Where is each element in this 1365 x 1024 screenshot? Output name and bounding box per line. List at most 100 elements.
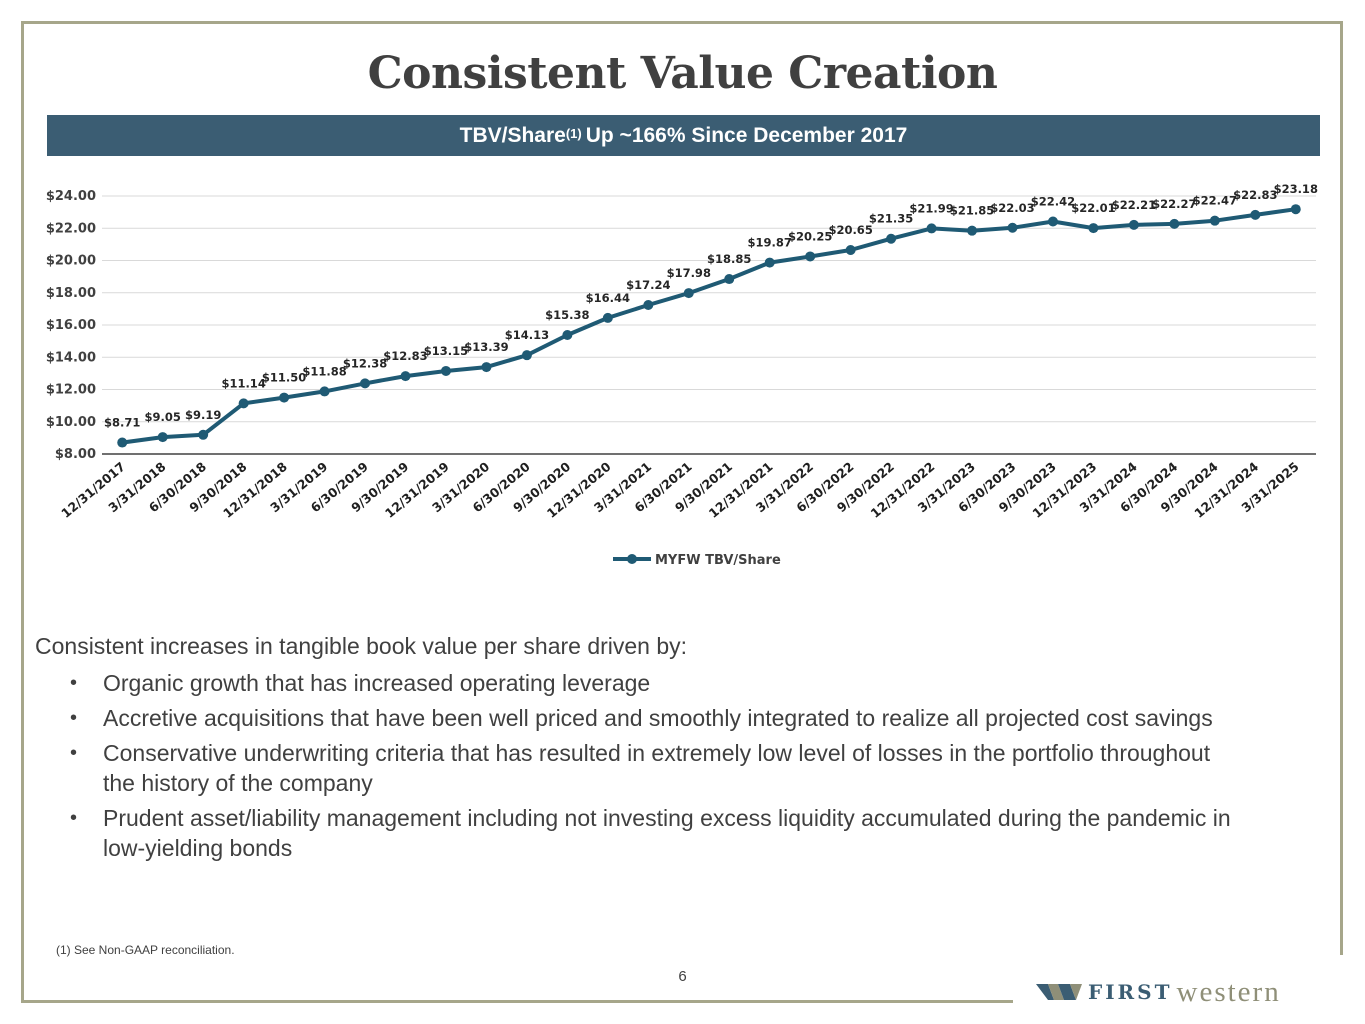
- y-tick-label: $24.00: [46, 189, 96, 204]
- data-point: [1169, 218, 1180, 229]
- legend-marker: [627, 554, 637, 564]
- frame-right: [1340, 21, 1343, 955]
- page-title: Consistent Value Creation: [367, 48, 998, 99]
- data-point: [562, 329, 573, 340]
- data-label: $22.27: [1152, 197, 1196, 211]
- data-point: [886, 233, 897, 244]
- data-label: $12.38: [343, 356, 387, 370]
- page-number: 6: [678, 968, 687, 985]
- data-label: $17.24: [626, 278, 670, 292]
- data-label: $22.01: [1071, 201, 1115, 215]
- data-label: $22.21: [1112, 198, 1156, 212]
- bullet-item: • Organic growth that has increased opera…: [67, 668, 1237, 698]
- series-line: [120, 207, 1298, 445]
- bullet-dot: •: [70, 707, 78, 729]
- banner-rest: Up ~166% Since December 2017: [585, 123, 908, 147]
- data-point: [683, 288, 694, 299]
- data-point: [724, 274, 735, 285]
- data-point: [1047, 216, 1058, 227]
- data-label: $21.99: [909, 201, 953, 215]
- data-point: [238, 398, 249, 409]
- logo-western-text: western: [1176, 975, 1281, 1008]
- y-tick-label: $18.00: [46, 286, 96, 301]
- data-point: [602, 312, 613, 323]
- data-label: $11.88: [302, 364, 346, 378]
- data-label: $12.83: [383, 349, 427, 363]
- data-label: $13.39: [464, 340, 508, 354]
- y-tick-label: $22.00: [46, 221, 96, 236]
- data-point: [117, 437, 128, 448]
- y-tick-label: $14.00: [46, 350, 96, 365]
- y-tick-label: $10.00: [46, 415, 96, 430]
- data-label: $16.44: [586, 291, 630, 305]
- data-label: $21.85: [950, 204, 994, 218]
- banner-text: TBV/Share: [459, 123, 566, 147]
- frame-left: [21, 21, 24, 1003]
- data-label: $22.03: [990, 201, 1034, 215]
- frame-top: [21, 21, 1343, 24]
- data-label: $20.65: [828, 223, 872, 237]
- frame-bottom: [21, 1000, 1013, 1003]
- bullet-text: Prudent asset/liability management inclu…: [103, 805, 1231, 861]
- data-point: [1088, 223, 1099, 234]
- data-label: $20.25: [788, 229, 832, 243]
- data-label: $18.85: [707, 252, 751, 266]
- data-point: [926, 223, 937, 234]
- data-point: [764, 257, 775, 268]
- data-label: $19.87: [748, 236, 792, 250]
- logo-w-icon: [1036, 984, 1082, 1000]
- data-point: [805, 251, 816, 262]
- logo-first-text: FIRST: [1088, 980, 1173, 1004]
- bullet-dot: •: [70, 742, 78, 764]
- data-label: $23.18: [1274, 182, 1318, 196]
- data-point: [1128, 219, 1139, 230]
- data-label: $11.50: [262, 371, 306, 385]
- data-point: [1007, 222, 1018, 233]
- bullet-text: Conservative underwriting criteria that …: [103, 740, 1211, 796]
- bullet-item: • Conservative underwriting criteria that…: [67, 738, 1237, 798]
- data-label: $17.98: [667, 266, 711, 280]
- data-point: [967, 225, 978, 236]
- bullet-list: • Organic growth that has increased opera…: [67, 668, 1237, 868]
- y-tick-label: $12.00: [46, 383, 96, 398]
- bullet-text: Accretive acquisitions that have been we…: [103, 705, 1213, 731]
- bullet-dot: •: [70, 672, 78, 694]
- legend-label: MYFW TBV/Share: [655, 553, 781, 568]
- data-point: [481, 362, 492, 373]
- bullet-text: Organic growth that has increased operat…: [103, 670, 651, 696]
- data-label: $11.14: [221, 376, 265, 390]
- data-point: [1209, 215, 1220, 226]
- intro-text: Consistent increases in tangible book va…: [35, 633, 688, 659]
- data-point: [643, 300, 654, 311]
- data-point: [1250, 209, 1261, 220]
- data-label: $22.83: [1233, 188, 1277, 202]
- data-label: $22.47: [1193, 194, 1237, 208]
- data-label: $13.15: [424, 344, 468, 358]
- data-point: [845, 245, 856, 256]
- data-point: [521, 350, 532, 361]
- data-point: [198, 429, 209, 440]
- data-label: $9.19: [185, 408, 221, 422]
- data-label: $22.42: [1031, 194, 1075, 208]
- data-point: [440, 365, 451, 376]
- data-label: $15.38: [545, 308, 589, 322]
- tbv-line-chart: $8.00 $10.00 $12.00 $14.00 $16.00 $18.00 $20.0…: [46, 182, 1318, 568]
- data-point: [400, 371, 411, 382]
- bullet-item: • Accretive acquisitions that have been w…: [67, 703, 1237, 733]
- data-point: [279, 392, 290, 403]
- data-label: $14.13: [505, 328, 549, 342]
- footnote: (1) See Non-GAAP reconciliation.: [56, 943, 235, 957]
- data-point: [360, 378, 371, 389]
- data-point: [157, 432, 168, 443]
- bullet-item: • Prudent asset/liability management incl…: [67, 803, 1237, 863]
- company-logo: FIRST western: [1036, 975, 1281, 1009]
- data-label: $21.35: [869, 212, 913, 226]
- y-tick-label: $20.00: [46, 254, 96, 269]
- y-tick-label: $16.00: [46, 318, 96, 333]
- bullet-dot: •: [70, 807, 78, 829]
- data-label: $9.05: [145, 410, 181, 424]
- data-label: $8.71: [104, 416, 140, 430]
- banner-footnote-mark: (1): [565, 126, 582, 141]
- chart-banner: TBV/Share (1) Up ~166% Since December 2017: [47, 115, 1320, 156]
- data-point: [1290, 204, 1301, 215]
